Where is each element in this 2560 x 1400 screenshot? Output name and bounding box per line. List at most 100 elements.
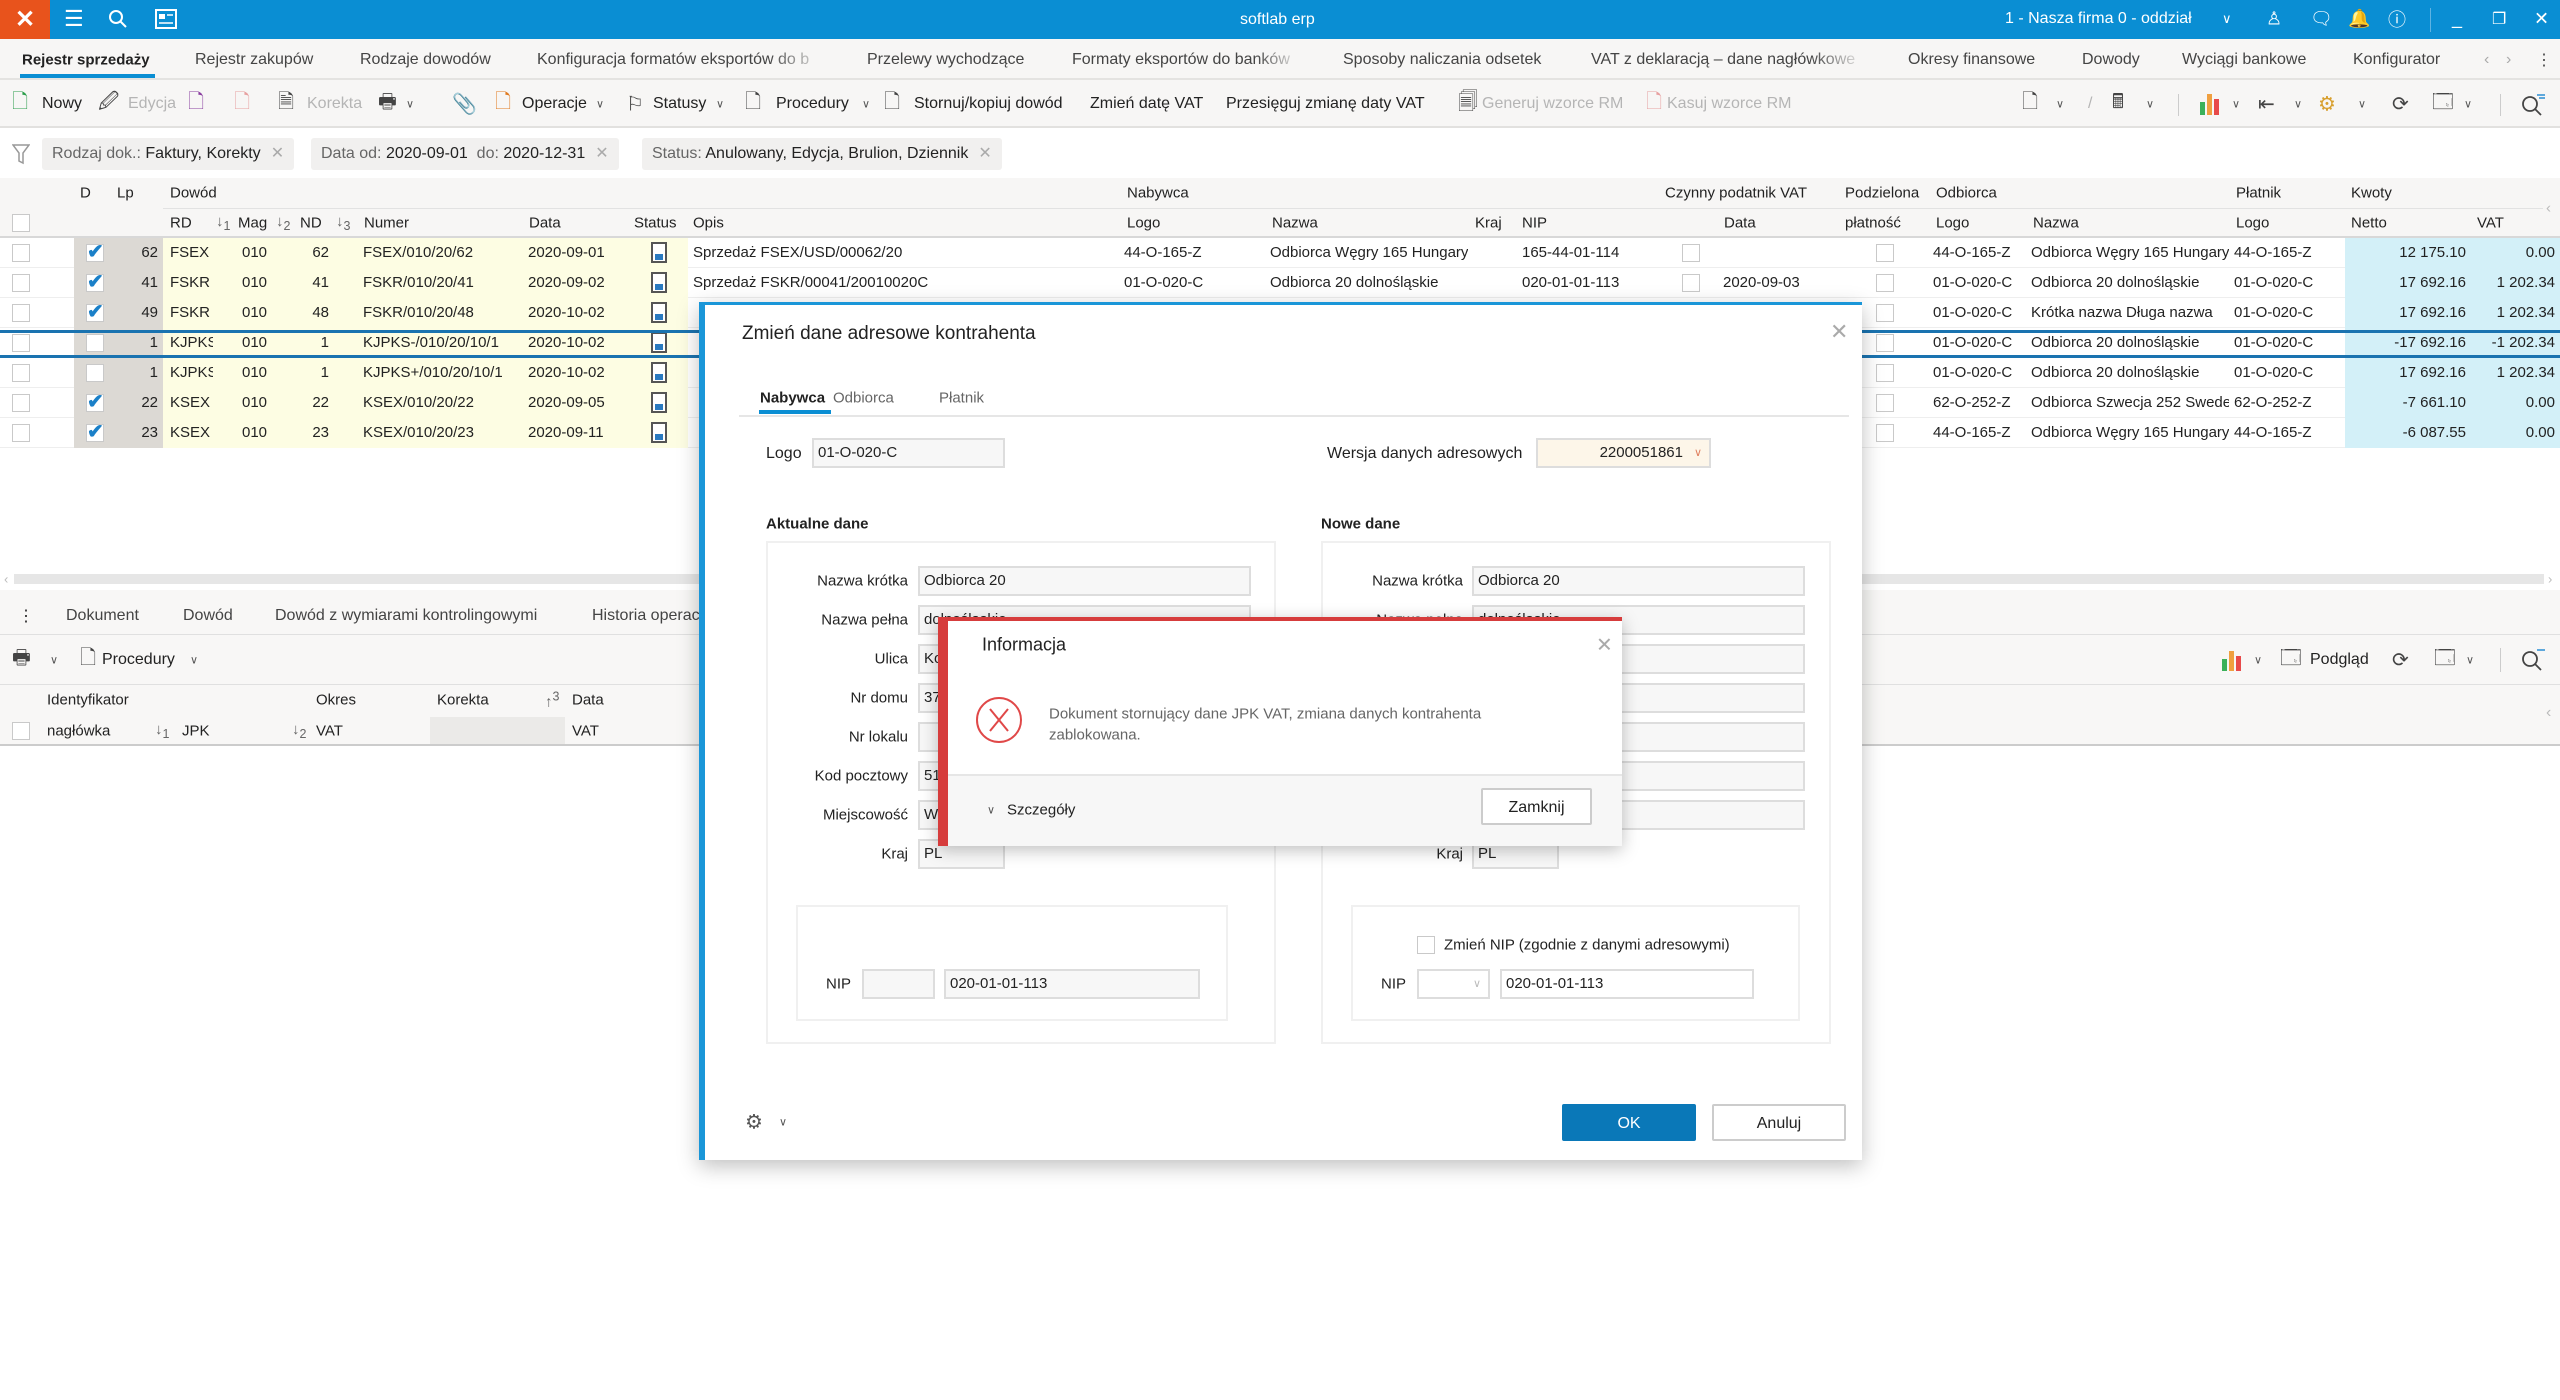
- col-odb-nazwa[interactable]: Nazwa: [2033, 214, 2079, 232]
- sort-desc-icon[interactable]: ↓3: [336, 213, 351, 233]
- table-row[interactable]: ✔ 62 FSEX 010 62 FSEX/010/20/62 2020-09-01 Sprz…: [0, 238, 2560, 268]
- tab-sposoby-naliczania[interactable]: Sposoby naliczania odsetek: [1343, 51, 1542, 68]
- new-field[interactable]: Odbiorca 20: [1472, 566, 1805, 596]
- import-icon[interactable]: ⇤: [2258, 93, 2275, 116]
- bottom-more-icon[interactable]: ⋮: [18, 608, 34, 625]
- dialog-tab-platnik[interactable]: Płatnik: [939, 389, 985, 407]
- nip-prefix-input[interactable]: [862, 969, 935, 999]
- search-filter-icon[interactable]: [2520, 648, 2546, 672]
- scroll-left-icon[interactable]: ‹: [2546, 199, 2551, 217]
- chevron-down-icon[interactable]: ∨: [862, 98, 871, 111]
- chevron-down-icon[interactable]: ∨: [2232, 98, 2241, 111]
- reader-icon[interactable]: [155, 9, 177, 29]
- search-icon[interactable]: [108, 9, 128, 29]
- tab-rejestr-sprzedazy[interactable]: Rejestr sprzedaży: [22, 51, 150, 69]
- col-opis[interactable]: Opis: [693, 214, 724, 232]
- col-odb-logo[interactable]: Logo: [1936, 214, 1970, 232]
- tab-rejestr-zakupow[interactable]: Rejestr zakupów: [195, 51, 314, 68]
- statuses-button[interactable]: Statusy: [653, 95, 707, 112]
- col-kraj[interactable]: Kraj: [1475, 214, 1502, 232]
- remove-filter-icon[interactable]: ✕: [978, 145, 992, 162]
- tab-okresy-finansowe[interactable]: Okresy finansowe: [1908, 51, 2036, 68]
- printer-icon[interactable]: 🖶: [378, 91, 397, 113]
- col-data[interactable]: Data: [529, 214, 561, 232]
- new-button[interactable]: Nowy: [42, 95, 83, 112]
- bottom-tab-dowod[interactable]: Dowód: [183, 607, 233, 624]
- d-checkbox[interactable]: ✔: [86, 271, 104, 293]
- filter-chip-document-type[interactable]: Rodzaj dok.: Faktury, Korekty ✕: [42, 138, 295, 170]
- bottom-tab-dokument[interactable]: Dokument: [66, 607, 139, 624]
- col-logo[interactable]: Logo: [1127, 214, 1161, 232]
- preview-icon[interactable]: 🗔: [2280, 647, 2302, 669]
- tabs-scroll-right-icon[interactable]: ›: [2506, 51, 2512, 68]
- row-select-checkbox[interactable]: [12, 304, 30, 322]
- scroll-left-icon[interactable]: ‹: [4, 571, 9, 587]
- row-select-checkbox[interactable]: [12, 424, 30, 442]
- chevron-down-icon[interactable]: ∨: [716, 98, 725, 111]
- tabs-scroll-left-icon[interactable]: ‹: [2484, 51, 2490, 68]
- chevron-down-icon[interactable]: ∨: [2466, 654, 2475, 667]
- split-payment-checkbox[interactable]: [1876, 304, 1894, 322]
- tab-wyciagi-bankowe[interactable]: Wyciągi bankowe: [2182, 51, 2307, 68]
- col-numer[interactable]: Numer: [364, 214, 410, 232]
- d-checkbox[interactable]: ✔: [86, 391, 104, 413]
- app-logo-icon[interactable]: ✕: [0, 0, 50, 39]
- document-cancel-icon[interactable]: 🗋: [234, 91, 251, 113]
- chart-icon[interactable]: [2198, 92, 2222, 116]
- reverse-copy-button[interactable]: Stornuj/kopiuj dowód: [914, 95, 1063, 112]
- table-row[interactable]: ✔ 22 KSEX 010 22 KSEX/010/20/22 2020-09-05 62-O…: [0, 388, 2560, 418]
- scroll-right-icon[interactable]: ›: [2548, 571, 2553, 587]
- col-platnosc[interactable]: płatność: [1845, 214, 1901, 232]
- hide-columns-icon[interactable]: 🗋: [2022, 91, 2039, 113]
- close-button[interactable]: Zamknij: [1481, 788, 1592, 825]
- col-okres[interactable]: Okres: [316, 691, 357, 709]
- sort-asc-icon[interactable]: ↑3: [545, 689, 560, 711]
- d-checkbox[interactable]: [86, 364, 104, 382]
- bottom-procedures-button[interactable]: Procedury: [102, 651, 175, 668]
- col-naglowka[interactable]: nagłówka: [47, 722, 111, 740]
- close-icon[interactable]: ✕: [1596, 634, 1613, 657]
- search-filter-icon[interactable]: [2520, 93, 2546, 117]
- delete-templates-button[interactable]: Kasuj wzorce RM: [1667, 95, 1792, 112]
- row-select-checkbox[interactable]: [12, 274, 30, 292]
- close-icon[interactable]: ✕: [1830, 319, 1849, 344]
- tab-dowody[interactable]: Dowody: [2082, 51, 2140, 68]
- col-data[interactable]: Data: [572, 691, 604, 709]
- chevron-down-icon[interactable]: ∨: [596, 98, 605, 111]
- col-d[interactable]: D: [80, 184, 91, 202]
- tab-formaty-eksportow[interactable]: Formaty eksportów do banków: [1072, 51, 1290, 68]
- reverse-copy-icon[interactable]: 🗋: [884, 91, 901, 113]
- procedures-button[interactable]: Procedury: [776, 95, 849, 112]
- chat-icon[interactable]: 🗨: [2310, 8, 2333, 29]
- d-checkbox[interactable]: ✔: [86, 241, 104, 263]
- sort-desc-icon[interactable]: ↓1: [216, 213, 231, 233]
- col-nip[interactable]: NIP: [1522, 214, 1548, 232]
- bottom-tab-dowod-wymiary[interactable]: Dowód z wymiarami kontrolingowymi: [275, 607, 538, 624]
- new-document-icon[interactable]: 🗋: [12, 91, 29, 113]
- correction-button[interactable]: Korekta: [307, 95, 363, 112]
- chevron-down-icon[interactable]: ∨: [406, 98, 415, 111]
- more-icon[interactable]: ⋮: [2536, 52, 2552, 69]
- version-select[interactable]: 2200051861 ∨: [1536, 438, 1711, 468]
- split-payment-checkbox[interactable]: [1876, 244, 1894, 262]
- cancel-button[interactable]: Anuluj: [1712, 1104, 1846, 1141]
- dialog-tab-nabywca[interactable]: Nabywca: [760, 389, 826, 407]
- filter-chip-date[interactable]: Data od: 2020-09-01 do: 2020-12-31 ✕: [311, 138, 619, 170]
- remove-filter-icon[interactable]: ✕: [595, 145, 609, 162]
- chevron-down-icon[interactable]: ∨: [2254, 654, 2263, 667]
- col-jpk[interactable]: JPK: [182, 722, 210, 740]
- chevron-down-icon[interactable]: ∨: [50, 654, 59, 667]
- col-vat[interactable]: VAT: [316, 722, 343, 740]
- nip-prefix-select[interactable]: ∨: [1417, 969, 1490, 999]
- col-rd[interactable]: RD: [170, 214, 192, 232]
- row-select-checkbox[interactable]: [12, 394, 30, 412]
- chevron-down-icon[interactable]: ∨: [2464, 98, 2473, 111]
- col-vat[interactable]: VAT: [2477, 214, 2504, 232]
- window-settings-icon[interactable]: 🗔: [2432, 91, 2454, 113]
- close-window-icon[interactable]: ✕: [2534, 8, 2550, 29]
- move-vat-date-button[interactable]: Przesięguj zmianę daty VAT: [1226, 95, 1425, 112]
- chevron-down-icon[interactable]: ∨: [2358, 98, 2367, 111]
- delete-templates-icon[interactable]: 🗋: [1646, 91, 1663, 113]
- sort-desc-icon[interactable]: ↓1: [155, 721, 170, 741]
- d-checkbox[interactable]: ✔: [86, 301, 104, 323]
